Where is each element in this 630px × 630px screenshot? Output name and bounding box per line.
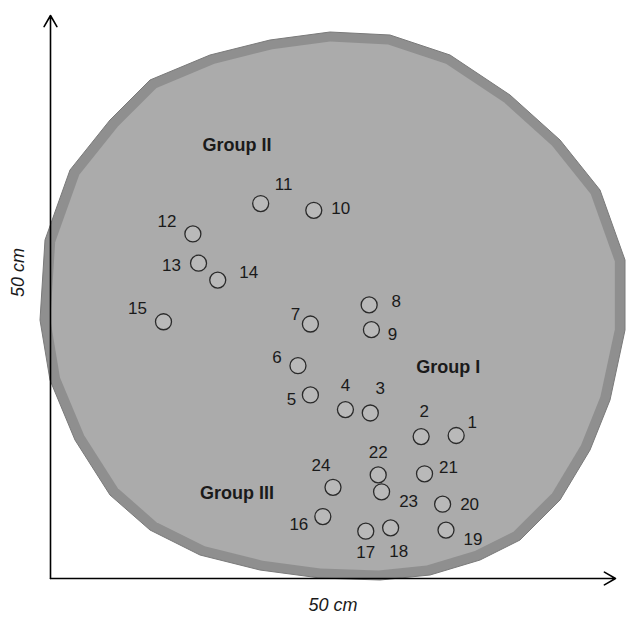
- svg-text:9: 9: [388, 325, 397, 344]
- svg-text:22: 22: [369, 443, 388, 462]
- svg-text:20: 20: [460, 495, 479, 514]
- svg-text:Group II: Group II: [202, 135, 271, 155]
- svg-text:8: 8: [391, 292, 400, 311]
- svg-text:3: 3: [376, 379, 385, 398]
- svg-text:Group I: Group I: [416, 357, 480, 377]
- svg-text:15: 15: [128, 299, 147, 318]
- svg-text:24: 24: [312, 456, 331, 475]
- svg-text:50 cm: 50 cm: [8, 248, 28, 297]
- svg-text:12: 12: [157, 212, 176, 231]
- svg-text:1: 1: [467, 413, 476, 432]
- svg-text:19: 19: [464, 530, 483, 549]
- svg-text:6: 6: [272, 348, 281, 367]
- svg-text:17: 17: [356, 543, 375, 562]
- svg-text:11: 11: [275, 175, 293, 194]
- svg-text:7: 7: [291, 305, 300, 324]
- svg-text:50 cm: 50 cm: [308, 595, 357, 615]
- svg-text:21: 21: [439, 458, 458, 477]
- svg-text:2: 2: [419, 402, 428, 421]
- svg-text:Group III: Group III: [200, 483, 274, 503]
- svg-text:13: 13: [162, 256, 181, 275]
- svg-text:23: 23: [399, 492, 418, 511]
- svg-text:14: 14: [239, 263, 258, 282]
- svg-text:10: 10: [331, 199, 350, 218]
- svg-text:18: 18: [389, 542, 408, 561]
- svg-text:16: 16: [289, 515, 308, 534]
- svg-text:4: 4: [341, 376, 350, 395]
- svg-text:5: 5: [287, 390, 296, 409]
